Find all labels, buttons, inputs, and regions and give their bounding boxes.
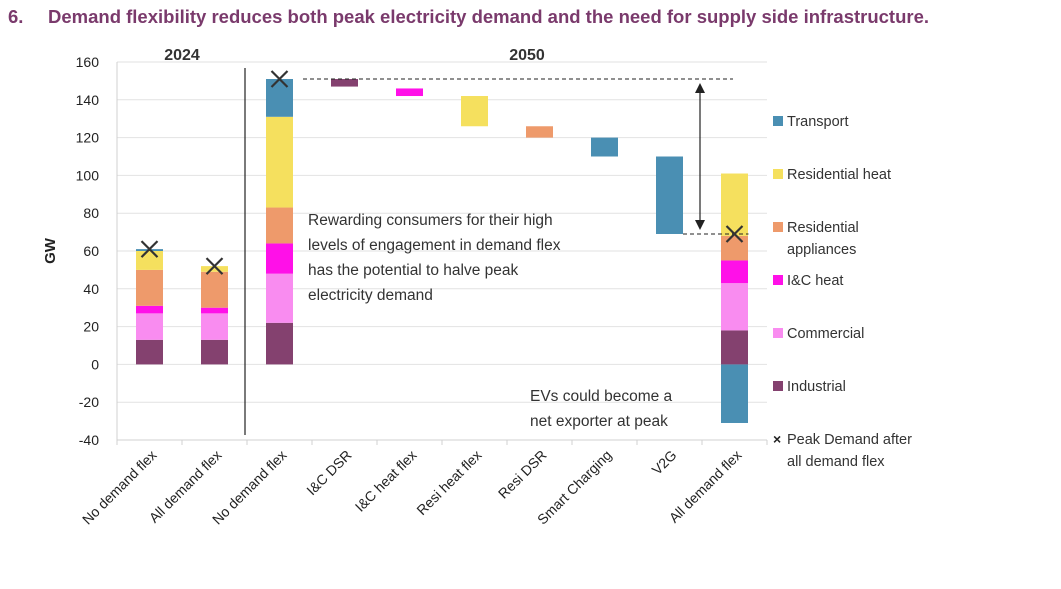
waterfall-step-industrial: [331, 79, 358, 87]
bar-segment-commercial: [201, 313, 228, 340]
annotation-text: has the potential to halve peak: [308, 262, 519, 279]
y-tick-label: -40: [79, 432, 99, 448]
annotation-text: EVs could become a: [530, 388, 673, 405]
legend-swatch-commercial: [773, 328, 783, 338]
bar-segment-residential_appliances: [266, 207, 293, 244]
bar-segment-commercial: [266, 273, 293, 323]
peak-marker: [205, 257, 224, 275]
x-tick-label: I&C heat flex: [352, 447, 420, 515]
bar-segment-industrial: [201, 339, 228, 365]
legend-swatch-residential_heat: [773, 169, 783, 179]
y-tick-label: 140: [76, 92, 100, 108]
bar-segment-transport: [721, 364, 748, 423]
annotation-text: net exporter at peak: [530, 413, 668, 430]
bar-segment-residential_heat: [201, 266, 228, 272]
bar-segment-residential_heat: [721, 173, 748, 236]
y-tick-label: -20: [79, 394, 99, 410]
bar-segment-transport: [266, 79, 293, 117]
bar-segment-residential_appliances: [201, 271, 228, 308]
y-tick-label: 40: [83, 281, 99, 297]
x-tick-label: Resi DSR: [495, 447, 550, 502]
legend-label: I&C heat: [787, 273, 843, 289]
title-text: Demand flexibility reduces both peak ele…: [48, 6, 930, 27]
legend-label: Industrial: [787, 379, 846, 395]
y-tick-label: 0: [91, 356, 99, 372]
peak-marker: [270, 70, 289, 88]
legend-swatch-transport: [773, 116, 783, 126]
page-title: 6. Demand flexibility reduces both peak e…: [8, 6, 929, 28]
legend-swatch-residential_appliances: [773, 222, 783, 232]
peak-marker: [725, 225, 744, 243]
bar-segment-ic_heat: [266, 243, 293, 274]
bar-segment-commercial: [136, 313, 163, 340]
title-number: 6.: [8, 6, 24, 27]
bar-segment-residential_appliances: [136, 269, 163, 306]
waterfall-step-transport: [656, 156, 683, 234]
legend-label: Residential: [787, 220, 859, 236]
x-tick-label: V2G: [648, 447, 679, 478]
y-tick-label: 80: [83, 205, 99, 221]
bar-segment-residential_heat: [136, 251, 163, 270]
bar-segment-industrial: [136, 339, 163, 365]
annotation-text: electricity demand: [308, 287, 433, 304]
annotation-text: levels of engagement in demand flex: [308, 237, 561, 254]
waterfall-step-transport: [591, 137, 618, 157]
reduction-arrow-head-top: [695, 83, 705, 94]
legend-label: Commercial: [787, 326, 864, 342]
waterfall-step-residential_appliances: [526, 126, 553, 138]
legend-marker-peak: ×: [773, 431, 781, 447]
bar-segment-residential_heat: [266, 116, 293, 208]
legend-label: all demand flex: [787, 454, 885, 470]
y-axis-label: GW: [42, 237, 59, 264]
annotation-text: Rewarding consumers for their high: [308, 212, 553, 229]
y-tick-label: 100: [76, 167, 100, 183]
y-tick-label: 160: [76, 54, 100, 70]
group-label-2024: 2024: [164, 47, 200, 64]
y-tick-label: 60: [83, 243, 99, 259]
bar-segment-commercial: [721, 283, 748, 331]
peak-marker: [140, 240, 159, 258]
bar-segment-residential_appliances: [721, 235, 748, 261]
y-tick-label: 20: [83, 319, 99, 335]
legend-swatch-ic_heat: [773, 275, 783, 285]
bar-segment-ic_heat: [136, 305, 163, 314]
legend-swatch-industrial: [773, 381, 783, 391]
bar-segment-industrial: [266, 322, 293, 365]
reduction-arrow-head-bottom: [695, 219, 705, 230]
x-tick-label: I&C DSR: [303, 447, 354, 498]
y-tick-label: 120: [76, 130, 100, 146]
waterfall-step-residential_heat: [461, 96, 488, 127]
group-label-2050: 2050: [509, 47, 545, 64]
legend-label: appliances: [787, 242, 856, 258]
x-tick-label: Resi heat flex: [413, 447, 484, 518]
bar-segment-ic_heat: [721, 260, 748, 284]
waterfall-step-ic_heat: [396, 88, 423, 97]
bar-segment-industrial: [721, 330, 748, 365]
legend-label: Transport: [787, 114, 849, 130]
bar-segment-ic_heat: [201, 307, 228, 314]
legend-label: Peak Demand after: [787, 432, 912, 448]
legend-label: Residential heat: [787, 167, 891, 183]
